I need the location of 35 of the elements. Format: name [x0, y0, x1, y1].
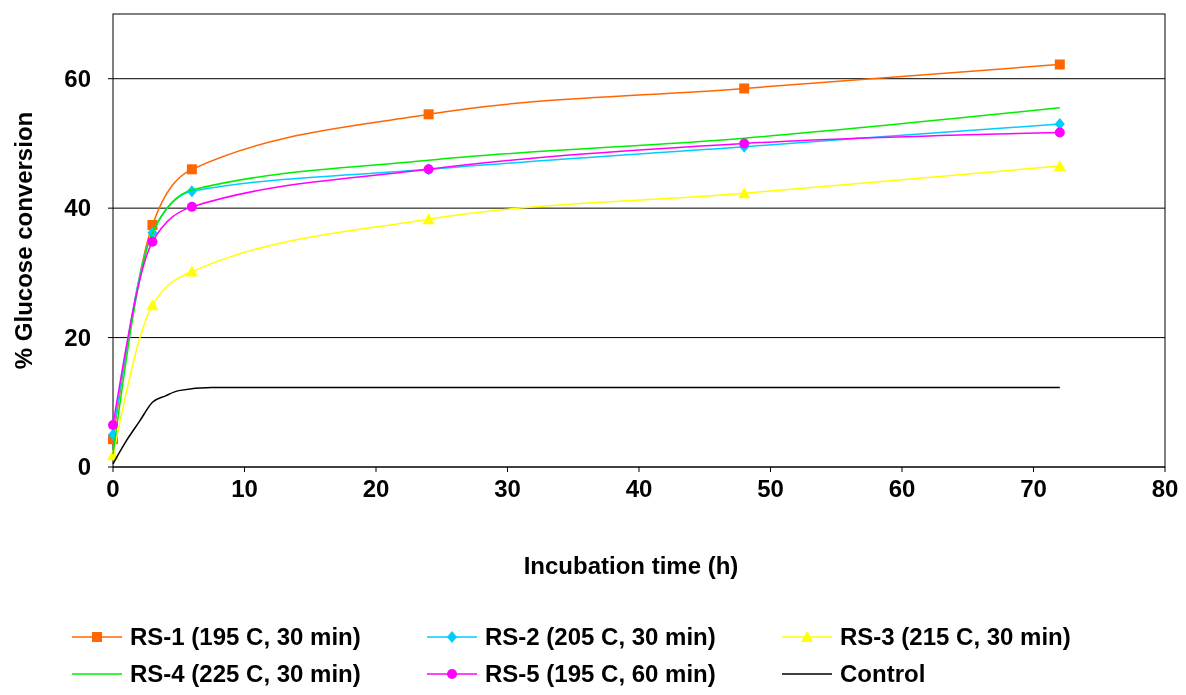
legend-label: RS-5 (195 C, 60 min): [485, 660, 716, 687]
x-tick-label: 80: [1151, 475, 1179, 502]
legend-label: RS-3 (215 C, 30 min): [840, 623, 1071, 650]
point: [186, 201, 197, 212]
point: [186, 164, 197, 175]
legend-label: Control: [840, 660, 926, 687]
point: [1054, 59, 1065, 70]
x-tick-label: 30: [494, 475, 521, 502]
point: [738, 187, 751, 199]
point: [146, 299, 159, 311]
x-tick-label: 40: [625, 475, 653, 502]
point: [1054, 127, 1065, 138]
y-tick-label: 40: [64, 194, 91, 222]
point: [423, 109, 434, 120]
point: [422, 213, 435, 225]
legend-label: RS-4 (225 C, 30 min): [130, 660, 361, 687]
x-tick-label: 70: [1020, 475, 1047, 502]
point: [185, 265, 198, 277]
x-axis-title: Incubation time (h): [523, 552, 739, 579]
point: [739, 138, 750, 149]
point: [108, 419, 118, 430]
x-tick-label: 20: [362, 475, 390, 502]
legend-label: RS-1 (195 C, 30 min): [130, 623, 361, 650]
x-tick-label: 0: [106, 475, 120, 502]
legend-label: RS-2 (205 C, 30 min): [485, 623, 716, 650]
point: [147, 236, 158, 247]
point: [1053, 160, 1066, 172]
y-tick-label: 0: [77, 453, 91, 480]
x-tick-label: 60: [888, 475, 916, 502]
y-tick-label: 60: [64, 64, 91, 92]
point: [739, 83, 750, 94]
x-tick-label: 10: [231, 475, 258, 502]
y-axis-title: % Glucose conversion: [10, 111, 37, 370]
y-tick-label: 20: [64, 323, 91, 351]
x-tick-label: 50: [757, 475, 784, 502]
